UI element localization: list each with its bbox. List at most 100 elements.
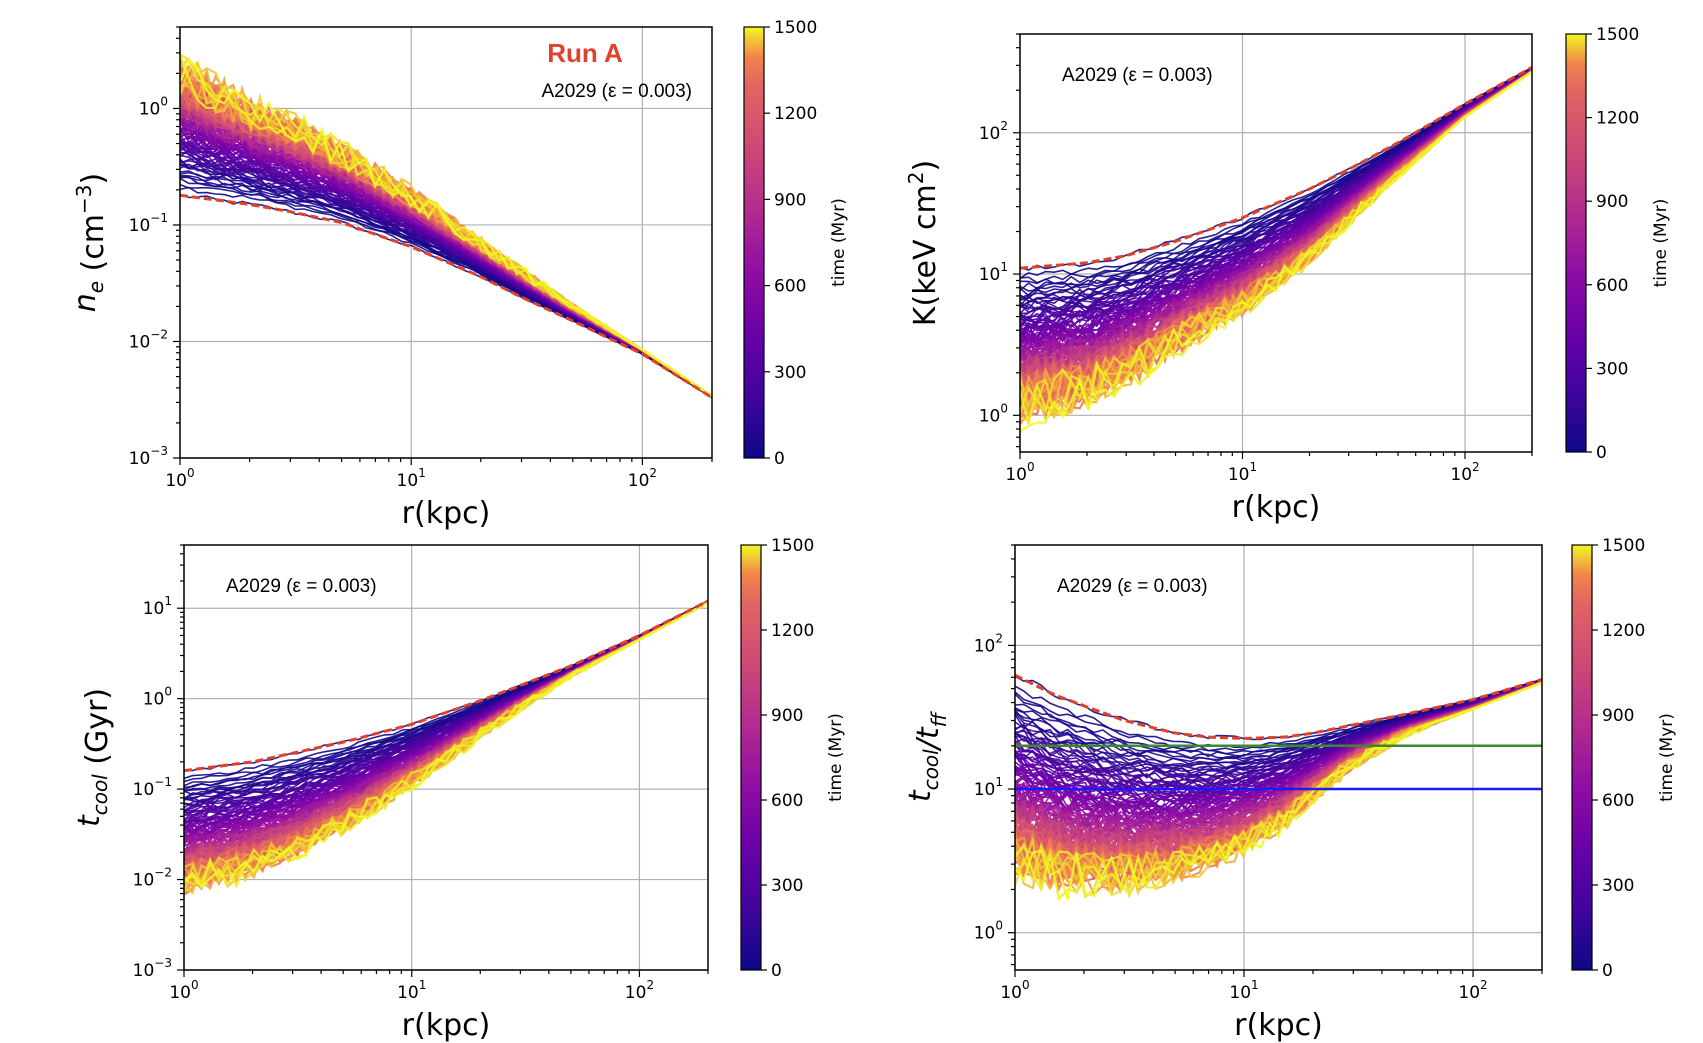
initial-profile-line <box>180 193 712 399</box>
y-tick-label: 100 <box>979 401 1008 426</box>
profile-line <box>184 600 708 812</box>
colorbar-tick-label: 1500 <box>771 536 814 556</box>
colorbar-tick-label: 600 <box>771 791 803 811</box>
colorbar-tick-label: 900 <box>1596 192 1628 212</box>
profile-line <box>1015 681 1542 901</box>
y-tick-label: 101 <box>974 775 1003 800</box>
annotation-label: A2029 (ε = 0.003) <box>541 81 692 102</box>
y-axis-label: tcool/tff <box>903 710 951 802</box>
x-axis-label: r(kpc) <box>1232 490 1321 525</box>
profile-line <box>184 600 708 800</box>
profile-line <box>1015 675 1542 741</box>
profile-lines-tratio <box>1015 673 1542 901</box>
colorbar-label: time (Myr) <box>829 198 849 287</box>
colorbar-tick-label: 300 <box>1596 359 1628 379</box>
profile-line <box>184 600 708 817</box>
x-tick-label: 100 <box>1005 460 1034 485</box>
colorbar-tick-label: 0 <box>774 449 785 469</box>
x-axis-label: r(kpc) <box>1234 1008 1323 1043</box>
y-tick-label: 10−1 <box>133 775 172 800</box>
ticks-K <box>1013 33 1533 459</box>
colorbar-gradient <box>743 26 765 459</box>
colorbar-tick-label: 1500 <box>1602 536 1645 556</box>
colorbar-K: 0 300 600 900 1200 1500 time (Myr) <box>1565 25 1671 463</box>
profile-line <box>180 57 712 398</box>
axes-frame <box>183 544 709 971</box>
x-tick-label: 101 <box>397 466 426 491</box>
panel-ne: 100 101 102 10−3 10−2 10−1 100 r(kpc) ne (cm−3) A… <box>68 18 849 531</box>
x-axis-label: r(kpc) <box>402 1008 491 1043</box>
run-label: Run A <box>547 38 623 68</box>
y-tick-label: 10−1 <box>129 211 168 236</box>
profile-line <box>184 600 708 812</box>
colorbar-tick-label: 900 <box>1602 706 1634 726</box>
initial-profile-line <box>184 599 708 773</box>
x-tick-label: 102 <box>625 978 654 1003</box>
panel-tcool: 100 101 102 10−3 10−2 10−1 100 101 r(kpc) tcool (… <box>72 536 846 1043</box>
x-tick-label: 101 <box>1229 978 1258 1003</box>
profile-lines-K <box>1020 66 1532 433</box>
y-tick-label: 102 <box>979 119 1008 144</box>
colorbar-tick-label: 1500 <box>1596 25 1639 45</box>
profile-line <box>180 175 712 398</box>
y-axis-label: ne (cm−3) <box>68 173 111 313</box>
colorbar-ne: 0 300 600 900 1200 1500 time (Myr) <box>743 18 849 469</box>
y-tick-label: 102 <box>974 631 1003 656</box>
x-tick-label: 100 <box>169 978 198 1003</box>
ticks-tcool <box>177 544 709 977</box>
profile-line <box>184 600 708 803</box>
profile-line <box>180 177 712 399</box>
colorbar-tick-label: 0 <box>1602 961 1613 981</box>
annotation-label: A2029 (ε = 0.003) <box>226 576 377 597</box>
panel-tratio: 100 101 102 100 101 102 r(kpc) tcool/tff A2029 (… <box>903 536 1677 1043</box>
y-tick-label: 101 <box>979 260 1008 285</box>
annotation-label: A2029 (ε = 0.003) <box>1062 65 1213 86</box>
y-axis-label: tcool (Gyr) <box>72 688 115 827</box>
colorbar-tcool: 0 300 600 900 1200 1500 time (Myr) <box>740 536 846 981</box>
colorbar-tick-label: 300 <box>774 363 806 383</box>
colorbar-tick-label: 300 <box>1602 876 1634 896</box>
profile-line <box>180 171 712 398</box>
colorbar-tick-label: 0 <box>771 961 782 981</box>
colorbar-tick-label: 900 <box>774 190 806 210</box>
colorbar-tick-label: 1200 <box>774 104 817 124</box>
panel-K: 100 101 102 100 101 102 r(kpc) K(keV cm2) A2029 … <box>904 25 1671 525</box>
colorbar-tratio: 0 300 600 900 1200 1500 time (Myr) <box>1571 536 1677 981</box>
profile-line <box>184 600 708 804</box>
colorbar-gradient <box>1565 33 1587 453</box>
colorbar-tick-label: 1200 <box>1602 621 1645 641</box>
y-tick-label: 100 <box>974 919 1003 944</box>
colorbar-label: time (Myr) <box>826 713 846 802</box>
colorbar-tick-label: 900 <box>771 706 803 726</box>
initial-profile-line <box>1020 66 1532 270</box>
x-tick-label: 102 <box>1450 460 1479 485</box>
colorbar-tick-label: 600 <box>1596 276 1628 296</box>
y-tick-label: 100 <box>143 685 172 710</box>
profile-line <box>180 176 712 399</box>
y-tick-label: 10−3 <box>129 444 168 469</box>
y-tick-label: 10−2 <box>133 866 172 891</box>
ticks-ne <box>173 26 713 465</box>
colorbar-gradient <box>740 544 762 971</box>
profile-line <box>184 600 708 800</box>
y-axis-label: K(keV cm2) <box>904 160 943 326</box>
profile-line <box>1015 681 1542 900</box>
colorbar-tick-label: 300 <box>771 876 803 896</box>
x-axis-label: r(kpc) <box>402 496 491 531</box>
profile-lines-tcool <box>184 599 708 896</box>
colorbar-tick-label: 0 <box>1596 443 1607 463</box>
profile-line <box>1015 679 1542 761</box>
y-tick-label: 100 <box>139 94 168 119</box>
ticks-tratio <box>1008 544 1543 977</box>
colorbar-tick-label: 600 <box>774 277 806 297</box>
annotation-label: A2029 (ε = 0.003) <box>1057 576 1208 597</box>
colorbar-tick-label: 600 <box>1602 791 1634 811</box>
profile-line <box>180 134 712 398</box>
x-tick-label: 100 <box>1000 978 1029 1003</box>
x-tick-label: 101 <box>397 978 426 1003</box>
x-tick-label: 102 <box>628 466 657 491</box>
profile-line <box>1020 70 1532 433</box>
colorbar-tick-label: 1500 <box>774 18 817 38</box>
profile-line <box>184 601 708 888</box>
